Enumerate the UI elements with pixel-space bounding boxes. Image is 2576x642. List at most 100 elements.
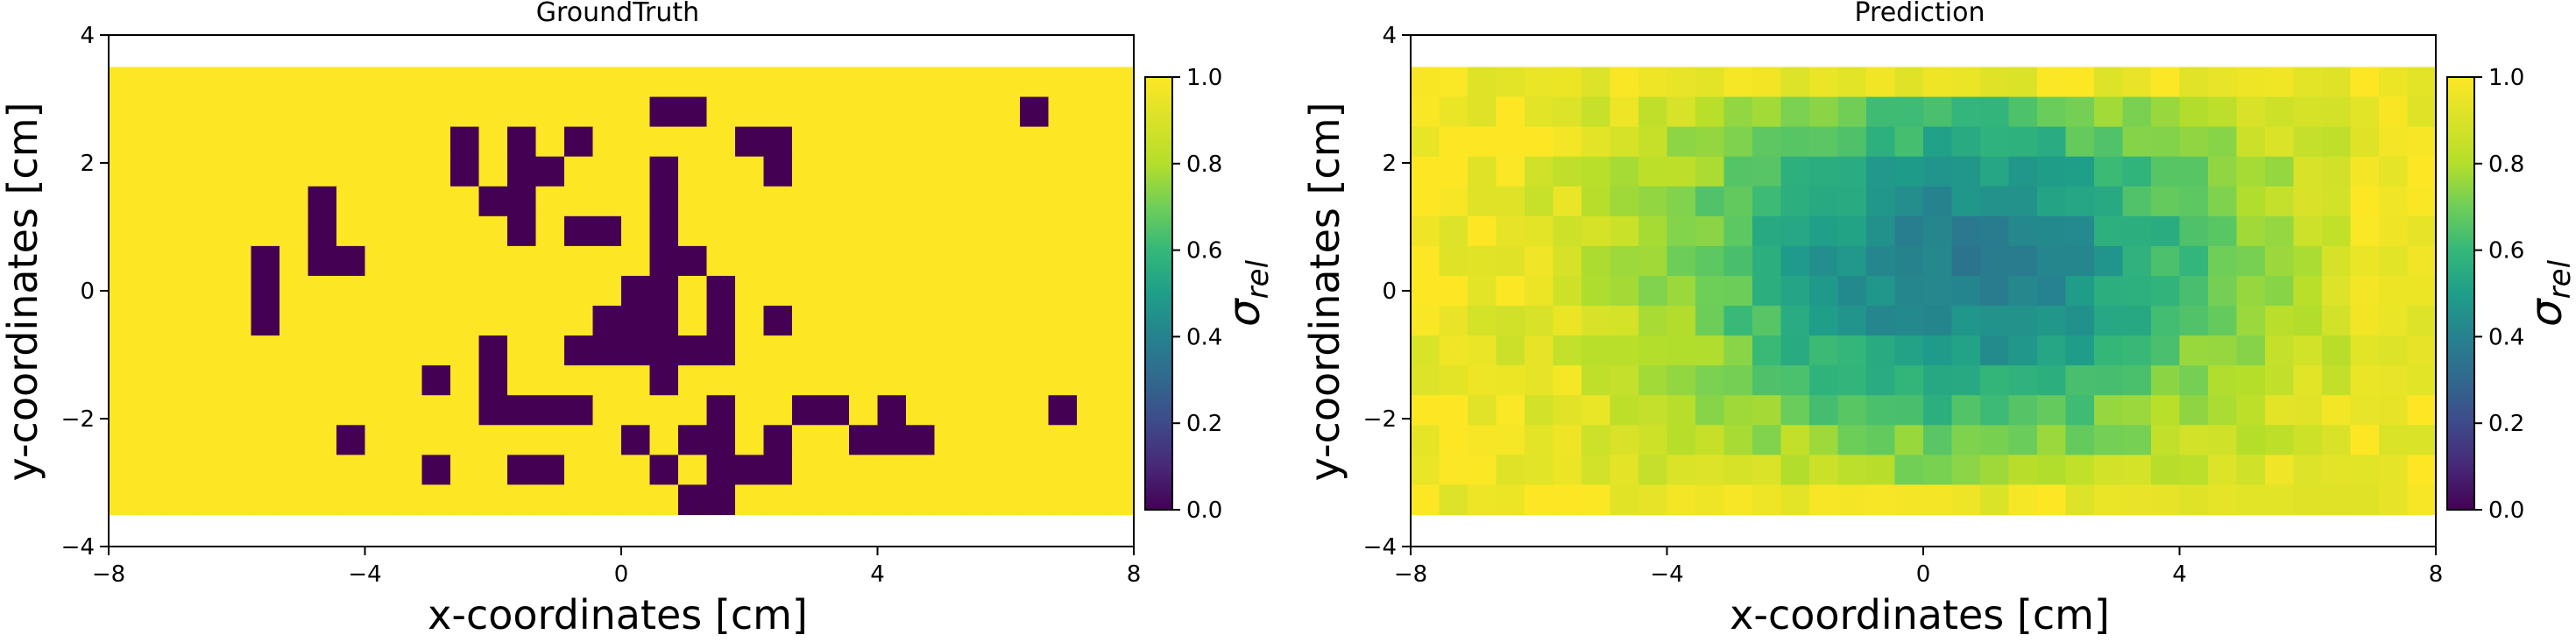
- heatmap-cell: [906, 245, 936, 277]
- heatmap-cell: [166, 156, 195, 187]
- heatmap-cell: [2094, 186, 2124, 217]
- heatmap-cell: [1752, 335, 1782, 366]
- heatmap-cell: [1496, 67, 1525, 98]
- heatmap-cell: [2293, 306, 2323, 336]
- colorbar-gradient: [2447, 77, 2474, 510]
- colorbar-tick-label: 0.0: [2488, 497, 2524, 524]
- heatmap-cell: [166, 245, 195, 277]
- heatmap-cell: [2094, 365, 2124, 396]
- heatmap-cell: [2151, 365, 2181, 396]
- heatmap-cell: [1411, 306, 1440, 336]
- heatmap-cell: [592, 335, 622, 366]
- heatmap-cell: [991, 67, 1021, 98]
- heatmap-cell: [2265, 306, 2295, 336]
- heatmap-cell: [2379, 365, 2409, 396]
- heatmap-cell: [820, 275, 850, 307]
- heatmap-cell: [166, 425, 195, 455]
- heatmap-cell: [649, 484, 679, 516]
- heatmap-cell: [1894, 365, 1924, 396]
- heatmap-cell: [364, 67, 394, 98]
- heatmap-cell: [2407, 306, 2437, 336]
- heatmap-cell: [1610, 156, 1639, 187]
- heatmap-cell: [421, 215, 451, 247]
- heatmap-cell: [1582, 186, 1611, 217]
- heatmap-cell: [1752, 186, 1782, 217]
- heatmap-cell: [1809, 67, 1839, 98]
- heatmap-cell: [535, 484, 565, 516]
- heatmap-cell: [1525, 306, 1554, 336]
- heatmap-cell: [1525, 245, 1554, 277]
- heatmap-cell: [2236, 126, 2266, 158]
- heatmap-cell: [592, 67, 622, 98]
- heatmap-cell: [450, 186, 480, 217]
- heatmap-cell: [1809, 365, 1839, 396]
- heatmap-cell: [1582, 156, 1611, 187]
- heatmap-cell: [336, 186, 366, 217]
- heatmap-cell: [649, 335, 679, 366]
- heatmap-cell: [1048, 156, 1078, 187]
- heatmap-cell: [421, 275, 451, 307]
- heatmap-cell: [2208, 67, 2238, 98]
- heatmap-cell: [1866, 425, 1896, 455]
- heatmap-cell: [1780, 335, 1810, 366]
- heatmap-cell: [1468, 156, 1497, 187]
- colorbar-tick-label: 1.0: [2488, 65, 2524, 91]
- heatmap-cell: [251, 335, 280, 366]
- heatmap-cell: [2179, 245, 2209, 277]
- y-tick-label: −4: [61, 534, 95, 561]
- heatmap-cell: [1411, 365, 1440, 396]
- heatmap-cell: [1525, 275, 1554, 307]
- heatmap-cell: [1048, 215, 1078, 247]
- heatmap-cell: [1048, 245, 1078, 277]
- heatmap-cell: [2122, 455, 2152, 486]
- x-tick-label: −4: [348, 561, 381, 588]
- heatmap-cell: [1411, 156, 1440, 187]
- heatmap-cell: [906, 215, 936, 247]
- heatmap-cell: [1439, 425, 1468, 455]
- heatmap-cell: [137, 335, 166, 366]
- heatmap-cell: [1866, 455, 1896, 486]
- heatmap-cell: [1468, 96, 1497, 128]
- heatmap-cell: [2293, 484, 2323, 516]
- heatmap-cell: [621, 67, 651, 98]
- heatmap-cell: [2008, 245, 2038, 277]
- heatmap-cell: [1077, 186, 1107, 217]
- heatmap-cell: [507, 96, 537, 128]
- heatmap-cell: [991, 96, 1021, 128]
- heatmap-cell: [906, 306, 936, 336]
- heatmap-cell: [137, 306, 166, 336]
- heatmap-cell: [877, 395, 907, 426]
- heatmap-cell: [421, 425, 451, 455]
- heatmap-cell: [2122, 126, 2152, 158]
- heatmap-cell: [1525, 126, 1554, 158]
- heatmap-cell: [280, 215, 309, 247]
- heatmap-cell: [1866, 186, 1896, 217]
- heatmap-cell: [678, 306, 708, 336]
- heatmap-cell: [1723, 186, 1753, 217]
- heatmap-cell: [991, 335, 1021, 366]
- heatmap-cell: [592, 395, 622, 426]
- heatmap-cell: [2322, 126, 2352, 158]
- heatmap-cell: [308, 215, 337, 247]
- heatmap-cell: [1837, 126, 1867, 158]
- heatmap-cell: [1048, 67, 1078, 98]
- heatmap-cell: [621, 186, 651, 217]
- heatmap-cell: [1411, 245, 1440, 277]
- heatmap-cell: [1837, 455, 1867, 486]
- y-tick-label: −2: [1363, 406, 1397, 433]
- heatmap-cell: [194, 67, 223, 98]
- heatmap-cell: [1638, 335, 1668, 366]
- heatmap-cell: [2151, 245, 2181, 277]
- heatmap-cell: [1667, 96, 1696, 128]
- heatmap-cell: [1439, 306, 1468, 336]
- heatmap-cell: [2122, 96, 2152, 128]
- heatmap-cell: [166, 67, 195, 98]
- heatmap-cell: [706, 275, 736, 307]
- prediction-y-ticks: −4 −2 0 2 4: [1363, 23, 1411, 561]
- heatmap-cell: [535, 156, 565, 187]
- heatmap-cell: [1020, 156, 1050, 187]
- heatmap-cell: [137, 275, 166, 307]
- heatmap-cell: [1468, 245, 1497, 277]
- heatmap-cell: [934, 215, 964, 247]
